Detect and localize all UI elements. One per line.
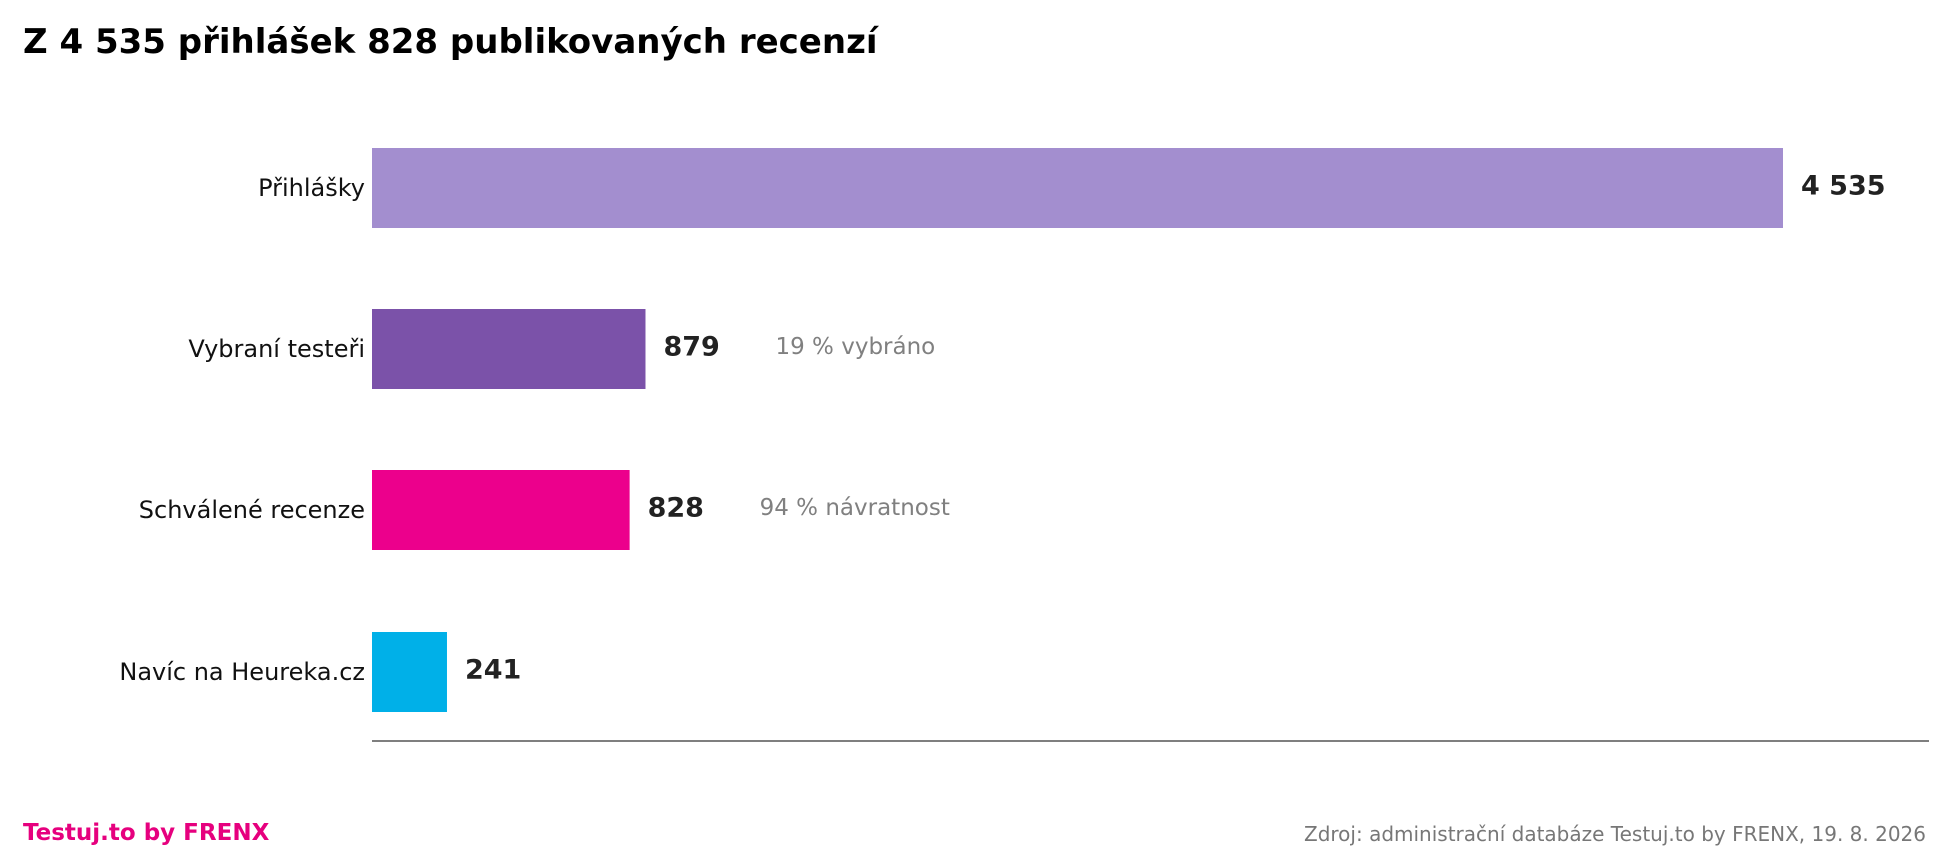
value-label: 241	[465, 655, 521, 686]
bar-4	[372, 632, 447, 712]
annotation-label: 94 % návratnost	[760, 495, 950, 521]
brand-logo-text: Testuj.to by FRENX	[23, 820, 270, 846]
source-note: Zdroj: administrační databáze Testuj.to …	[1304, 822, 1926, 846]
bar-3	[372, 470, 630, 550]
value-label: 879	[663, 332, 719, 363]
bar-1	[372, 148, 1783, 228]
value-label: 4 535	[1801, 171, 1886, 202]
value-label: 828	[648, 493, 704, 524]
chart-title: Z 4 535 přihlášek 828 publikovaných rece…	[23, 22, 878, 62]
category-label: Vybraní testeři	[188, 335, 365, 363]
category-label: Navíc na Heureka.cz	[119, 658, 365, 686]
category-label: Přihlášky	[258, 174, 365, 202]
category-label: Schválené recenze	[139, 496, 365, 524]
bar-2	[372, 309, 646, 389]
bars-layer: Přihlášky 4 535 Vybraní testeři 879 19 % vyb…	[119, 148, 1886, 712]
annotation-label: 19 % vybráno	[775, 334, 935, 360]
